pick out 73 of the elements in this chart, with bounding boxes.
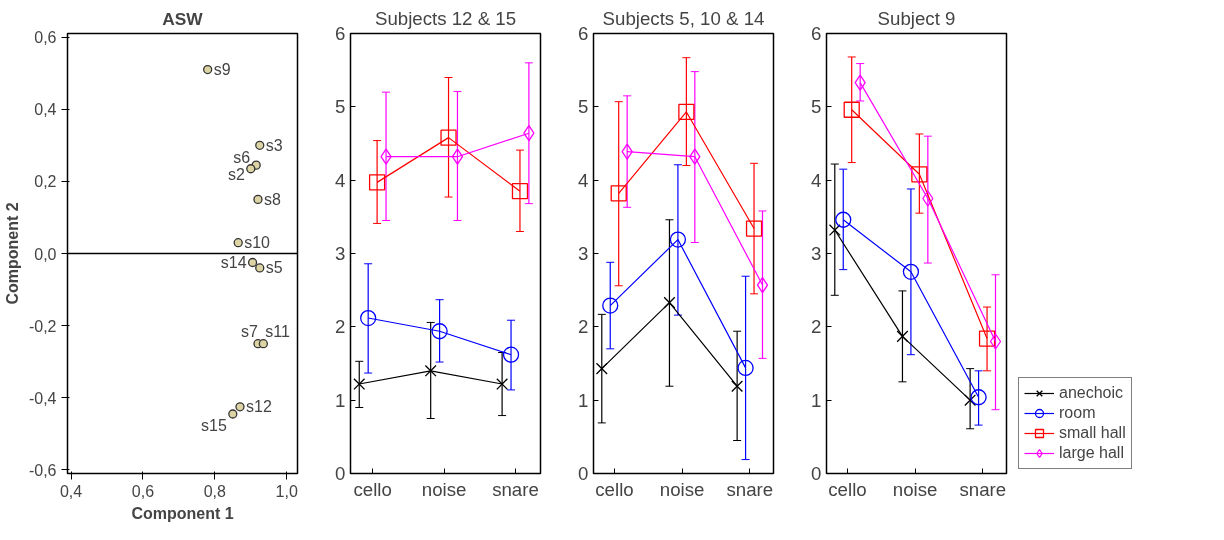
annotation: s5 bbox=[265, 259, 283, 277]
y-tick-label: 4 bbox=[335, 169, 346, 191]
y-tick-label: 0 bbox=[578, 463, 589, 484]
x-tick-label: noise bbox=[659, 478, 705, 500]
y-tick-label: 5 bbox=[811, 96, 822, 118]
x-tick-label: 0,8 bbox=[203, 482, 227, 500]
y-tick-label: 1 bbox=[811, 389, 822, 411]
y-tick-label: -0,4 bbox=[28, 389, 57, 407]
annotation: s6 bbox=[233, 148, 251, 166]
y-tick-label: 6 bbox=[811, 23, 822, 44]
x-tick-label: 0,4 bbox=[59, 482, 83, 500]
x-tick-label: noise bbox=[892, 478, 938, 500]
y-tick-label: 5 bbox=[578, 96, 589, 118]
y-tick-label: 0 bbox=[335, 463, 346, 484]
annotation: s11 bbox=[265, 323, 291, 341]
x-axis-title: Component 1 bbox=[131, 504, 234, 522]
y-tick-label: 5 bbox=[335, 96, 346, 118]
y-axis-title: Component 2 bbox=[3, 202, 21, 305]
point bbox=[235, 402, 245, 412]
legend-label: small hall bbox=[1059, 424, 1126, 442]
x-tick-label: snare bbox=[959, 478, 1007, 500]
y-tick-label: 1 bbox=[578, 389, 589, 411]
y-tick-label: 2 bbox=[811, 316, 822, 338]
legend-label: room bbox=[1059, 404, 1096, 422]
y-tick-label: 1 bbox=[335, 389, 346, 411]
annotation: s3 bbox=[265, 136, 283, 154]
legend-label: anechoic bbox=[1059, 384, 1124, 402]
x-tick-label: cello bbox=[353, 478, 392, 500]
chart-title: Subjects 5, 10 & 14 bbox=[602, 7, 765, 29]
point bbox=[247, 257, 258, 268]
y-tick-label: -0,2 bbox=[28, 317, 57, 335]
y-tick-label: 0,0 bbox=[34, 245, 57, 263]
point bbox=[258, 339, 269, 349]
chart-title: ASW bbox=[162, 8, 204, 29]
y-tick-label: -0,6 bbox=[28, 461, 57, 479]
x-tick-label: noise bbox=[421, 478, 467, 500]
chart-title: Subjects 12 & 15 bbox=[374, 7, 517, 29]
y-tick-label: 2 bbox=[335, 316, 346, 338]
y-tick-label: 6 bbox=[335, 23, 346, 44]
annotation: s12 bbox=[246, 398, 272, 416]
y-tick-label: 0,6 bbox=[34, 29, 57, 47]
y-tick-label: 0 bbox=[811, 463, 822, 484]
y-tick-label: 6 bbox=[578, 23, 589, 44]
x-tick-label: snare bbox=[726, 478, 774, 500]
y-tick-label: 4 bbox=[811, 169, 822, 191]
y-tick-label: 3 bbox=[811, 243, 822, 264]
annotation: s10 bbox=[244, 234, 271, 252]
y-tick-label: 4 bbox=[578, 169, 589, 191]
point bbox=[253, 194, 263, 205]
x-tick-label: snare bbox=[492, 478, 539, 500]
x-tick-label: cello bbox=[828, 478, 867, 500]
chart-title: Subject 9 bbox=[877, 7, 956, 29]
annotation: s14 bbox=[220, 254, 247, 272]
point bbox=[255, 263, 265, 273]
annotation: s9 bbox=[213, 61, 231, 79]
x-tick-label: 0,6 bbox=[131, 482, 155, 500]
y-tick-label: 3 bbox=[578, 243, 589, 264]
point bbox=[255, 140, 265, 150]
y-tick-label: 3 bbox=[335, 243, 346, 264]
annotation: s8 bbox=[263, 190, 281, 208]
point bbox=[203, 64, 213, 75]
point bbox=[228, 409, 238, 419]
annotation: s15 bbox=[201, 417, 227, 435]
legend-label: large hall bbox=[1059, 444, 1124, 462]
annotation: s7 bbox=[241, 323, 259, 341]
x-tick-label: 1,0 bbox=[275, 482, 298, 500]
annotation: s2 bbox=[227, 166, 245, 184]
point bbox=[246, 164, 256, 174]
point bbox=[233, 238, 243, 248]
y-tick-label: 0,4 bbox=[34, 101, 57, 119]
x-tick-label: cello bbox=[595, 478, 634, 500]
y-tick-label: 0,2 bbox=[34, 173, 57, 191]
y-tick-label: 2 bbox=[578, 316, 589, 338]
